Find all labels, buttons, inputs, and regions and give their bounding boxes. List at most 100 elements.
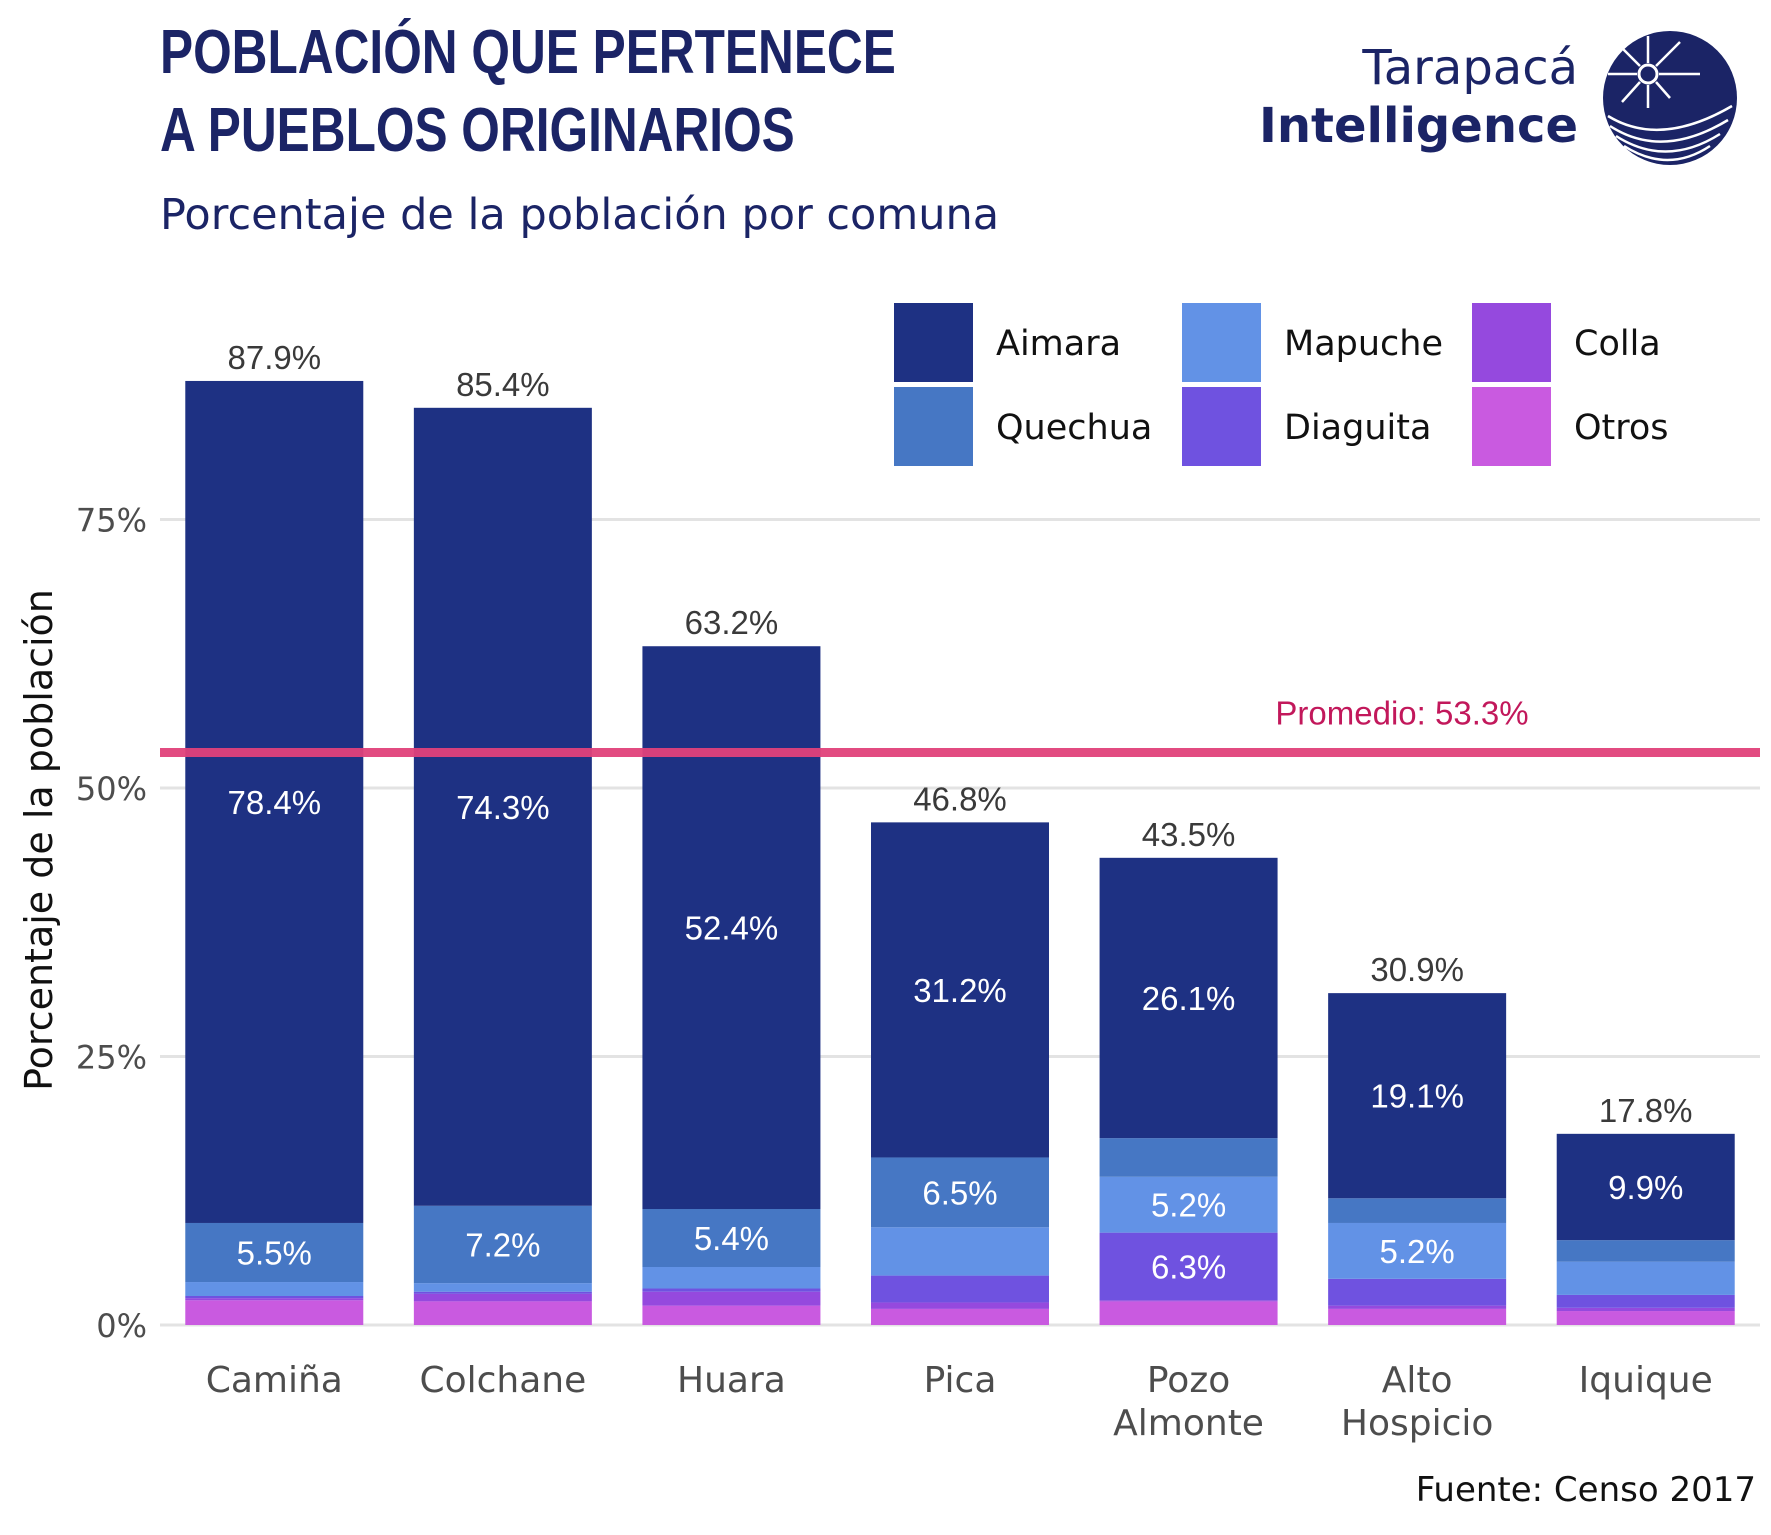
bar-segment-diaguita [871,1275,1049,1303]
segment-value-label: 7.2% [465,1226,540,1263]
bar-segment-aimara [413,407,592,1206]
bar-stack: 7.2% 74.3% 85.4% [413,366,592,1325]
bar-segment-quechua [185,1222,364,1283]
average-label: Promedio: 53.3% [1275,695,1528,732]
segment-value-label: 31.2% [913,972,1007,1009]
legend-item-quechua: Quechua [894,387,1152,466]
legend-swatch [1472,303,1551,382]
x-tick-label-line: Iquique [1579,1360,1713,1401]
bar-segment-diaguita [642,1288,821,1292]
bar-stack: 6.3% 5.2% 26.1% 43.5% [1099,816,1278,1325]
bar-segment-quechua [1328,1198,1507,1223]
chart-title: POBLACIÓN QUE PERTENECE A PUEBLOS ORIGIN… [160,14,896,170]
y-tick-label: 75% [76,502,147,540]
x-tick-label: Pica [924,1360,997,1401]
brand-logo: Tarapacá Intelligence [1259,28,1750,178]
y-tick-label: 50% [76,770,147,808]
bar-segment-quechua [642,1209,821,1268]
bar-stack: 5.5% 78.4% 87.9% [185,339,364,1325]
bar-segment-mapuche [871,1227,1049,1276]
legend-item-otros: Otros [1472,387,1669,466]
bar-segment-aimara [1099,857,1278,1139]
x-axis-ticks: Camiña Colchane Huara Pica Pozo Almonte Alto Ho… [206,1360,1713,1444]
total-value-label: 46.8% [913,780,1007,817]
x-tick-label-line: Huara [677,1360,786,1401]
x-tick-label-line: Hospicio [1341,1403,1494,1444]
bar-segment-otros [185,1300,364,1325]
bar-segment-mapuche [185,1282,364,1297]
segment-value-label: 5.4% [694,1220,769,1257]
x-tick-label: Colchane [419,1360,586,1401]
legend-swatch [894,303,973,382]
bar-stack: 5.2% 19.1% 30.9% [1328,951,1507,1325]
legend-label: Diaguita [1284,408,1431,448]
x-tick-label: Pozo Almonte [1113,1360,1264,1444]
legend-label: Mapuche [1284,324,1443,364]
segment-value-label: 52.4% [685,910,779,947]
legend: Aimara Quechua Mapuche Diaguita Colla Otros [894,303,1669,466]
chart-subtitle: Porcentaje de la población por comuna [160,190,1000,240]
legend-item-mapuche: Mapuche [1182,303,1443,382]
bar-segment-diaguita [413,1291,592,1294]
bar-segment-diaguita [1099,1232,1278,1301]
legend-label: Colla [1574,324,1661,364]
legend-swatch [1182,387,1261,466]
segment-value-label: 6.3% [1151,1248,1226,1285]
bar-segment-aimara [642,646,821,1210]
bars: 5.5% 78.4% 87.9% 7.2% 74.3% 85.4% 5.4% 52.4% 63.… [185,339,1735,1325]
logo-text-intelligence: Intelligence [1259,98,1578,154]
bar-segment-colla [871,1302,1049,1309]
segment-value-label: 78.4% [227,784,321,821]
segment-value-label: 26.1% [1142,980,1236,1017]
x-tick-label-line: Pica [924,1360,997,1401]
bar-segment-colla [1328,1305,1507,1309]
legend-label: Aimara [996,324,1121,364]
x-tick-label-line: Camiña [206,1360,343,1401]
x-tick-label: Huara [677,1360,786,1401]
bar-segment-colla [1556,1307,1735,1312]
source-note: Fuente: Censo 2017 [1415,1470,1756,1510]
bar-segment-diaguita [1328,1278,1507,1306]
bar-segment-mapuche [1099,1176,1278,1233]
bar-segment-otros [871,1308,1049,1325]
segment-value-label: 5.2% [1151,1187,1226,1224]
legend-item-aimara: Aimara [894,303,1121,382]
bar-segment-aimara [871,822,1049,1158]
segment-value-label: 9.9% [1608,1169,1683,1206]
bar-segment-otros [1099,1301,1278,1325]
bar-segment-colla [1099,1300,1278,1302]
bar-segment-aimara [1556,1133,1735,1241]
bar-segment-quechua [413,1205,592,1284]
x-tick-label-line: Pozo [1147,1360,1230,1401]
logo-text-tarapaca: Tarapacá [1362,40,1578,96]
legend-swatch [1182,303,1261,382]
segment-value-label: 5.2% [1380,1233,1455,1270]
total-value-label: 85.4% [456,366,550,403]
x-tick-label-line: Colchane [419,1360,586,1401]
bar-segment-colla [413,1293,592,1302]
bar-segment-aimara [185,380,364,1223]
title-line-1: POBLACIÓN QUE PERTENECE [160,18,896,87]
segment-value-label: 5.5% [237,1235,312,1272]
bar-segment-mapuche [1328,1222,1507,1279]
segment-value-label: 6.5% [922,1174,997,1211]
total-value-label: 43.5% [1142,816,1236,853]
bar-segment-diaguita [185,1296,364,1299]
legend-item-diaguita: Diaguita [1182,387,1431,466]
bar-segment-diaguita [1556,1294,1735,1308]
legend-label: Otros [1574,408,1669,448]
bar-segment-colla [185,1298,364,1301]
bar-segment-otros [642,1305,821,1325]
y-axis-label: Porcentaje de la población [17,589,61,1091]
bar-stack: 6.5% 31.2% 46.8% [871,780,1049,1325]
bar-segment-otros [413,1301,592,1325]
x-tick-label: Iquique [1579,1360,1713,1401]
sun-sphere-icon [1603,31,1737,165]
bar-segment-mapuche [413,1283,592,1292]
legend-swatch [894,387,973,466]
total-value-label: 30.9% [1370,951,1464,988]
title-line-2: A PUEBLOS ORIGINARIOS [160,96,795,165]
bar-stack: 9.9% 17.8% [1556,1092,1735,1325]
y-tick-label: 0% [96,1307,147,1345]
